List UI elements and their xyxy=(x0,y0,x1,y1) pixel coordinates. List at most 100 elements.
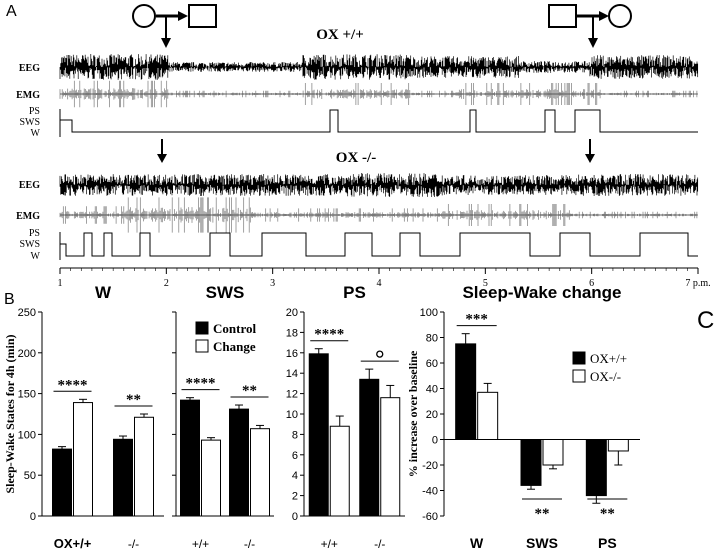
y-tick-label: 100 xyxy=(18,429,36,441)
significance-mark: ** xyxy=(242,383,257,399)
category-label: -/- xyxy=(374,537,385,551)
hypnogram-ko xyxy=(60,232,698,257)
eeg-trace-ko xyxy=(59,173,699,197)
sws-label-bottom: SWS xyxy=(19,239,40,250)
chart-title: Sleep-Wake change xyxy=(462,283,621,302)
panel-letter-b: B xyxy=(4,291,15,308)
bar-Change xyxy=(134,416,154,517)
time-tick-label: 2 xyxy=(164,278,169,289)
emg-label-top: EMG xyxy=(16,90,40,101)
y-tick-label: 200 xyxy=(18,348,36,360)
y-tick-label: 50 xyxy=(24,470,36,482)
y-axis-label: % increase over baseline xyxy=(406,350,420,477)
time-tick-label: 5 xyxy=(483,278,488,289)
eeg-label-bottom: EEG xyxy=(19,180,40,191)
bar-Control xyxy=(229,408,249,517)
bar-Control xyxy=(52,448,72,517)
bar-Control xyxy=(180,399,200,517)
y-tick-label: 12 xyxy=(286,389,298,401)
significance-mark: **** xyxy=(314,327,344,343)
bar-chart-1: SWS +/+ **** -/- ** Control Change xyxy=(172,283,274,551)
y-tick-label: 10 xyxy=(286,409,298,421)
eeg-label-top: EEG xyxy=(19,63,40,74)
y-tick-label: 2 xyxy=(292,491,298,503)
y-tick-label: 20 xyxy=(426,409,438,421)
category-label: PS xyxy=(598,535,617,551)
time-tick-label: 3 xyxy=(270,278,275,289)
category-label: +/+ xyxy=(321,537,338,551)
y-tick-label: -60 xyxy=(422,511,438,523)
bar-OX-/- xyxy=(542,439,564,466)
category-label: W xyxy=(470,535,484,551)
legend-label: OX-/- xyxy=(590,369,621,384)
emg-label-bottom: EMG xyxy=(16,211,40,222)
time-tick-label: 6 xyxy=(589,278,594,289)
hypnogram-wt xyxy=(60,109,698,133)
category-label: OX+/+ xyxy=(54,536,92,551)
y-tick-label: 14 xyxy=(286,368,298,380)
legend-label: OX+/+ xyxy=(590,351,627,366)
change-to-control-icon xyxy=(548,4,632,48)
y-axis-label: Sleep-Wake States for 4h (min) xyxy=(3,334,17,493)
ps-label-top: PS xyxy=(29,106,40,117)
significance-mark: ** xyxy=(600,506,615,522)
y-tick-label: 40 xyxy=(426,384,438,396)
significance-mark: ** xyxy=(126,392,141,408)
arrow-2pm xyxy=(157,139,167,163)
y-tick-label: 0 xyxy=(432,435,438,447)
w-label-bottom: W xyxy=(31,251,41,262)
bar-Change xyxy=(380,397,401,517)
time-tick-label: 4 xyxy=(377,278,382,289)
legend-swatch xyxy=(572,369,586,383)
category-label: +/+ xyxy=(192,537,209,551)
category-label: -/- xyxy=(128,537,139,551)
traces-layer xyxy=(59,54,699,260)
ox-wt-title: OX +/+ xyxy=(316,27,364,43)
time-tick-label: 7 p.m. xyxy=(685,278,710,289)
bar-OX-/- xyxy=(477,391,499,441)
significance-mark: ** xyxy=(535,506,550,522)
legend-label: Control xyxy=(213,321,256,336)
panel-letter-c: C xyxy=(697,307,714,334)
legend-swatch xyxy=(195,321,209,335)
w-label-top: W xyxy=(31,128,41,139)
chart-title: PS xyxy=(343,283,366,302)
chart-title: W xyxy=(95,283,112,302)
bar-Change xyxy=(201,439,221,517)
ps-label-bottom: PS xyxy=(29,228,40,239)
significance-mark xyxy=(376,350,384,358)
category-label: SWS xyxy=(526,535,558,551)
y-tick-label: 250 xyxy=(18,307,36,319)
bar-Control xyxy=(359,378,380,517)
significance-mark: *** xyxy=(465,312,488,328)
y-tick-label: -40 xyxy=(422,486,438,498)
y-tick-label: -20 xyxy=(422,460,438,472)
bar-OX+/+ xyxy=(520,439,542,486)
y-tick-label: 6 xyxy=(292,450,298,462)
time-axis-ticks: 1 2 3 4 5 6 7 p.m. xyxy=(58,268,711,289)
y-tick-label: 8 xyxy=(292,429,298,441)
y-tick-label: 20 xyxy=(286,307,298,319)
significance-mark: **** xyxy=(58,377,88,393)
bar-Change xyxy=(250,428,270,517)
sws-label-top: SWS xyxy=(19,117,40,128)
y-tick-label: 4 xyxy=(292,470,298,482)
bar-chart-0: 0 50 100 150 200 250 W Sleep-Wake States for 4h… xyxy=(3,283,164,551)
bar-OX+/+ xyxy=(585,439,607,497)
category-label: -/- xyxy=(244,537,255,551)
y-tick-label: 18 xyxy=(286,327,298,339)
ox-ko-title: OX -/- xyxy=(336,150,376,166)
panel-letter-a: A xyxy=(6,3,17,20)
bar-Change xyxy=(73,402,93,517)
eeg-trace-wt xyxy=(59,54,699,80)
legend-label: Change xyxy=(213,339,256,354)
legend-swatch xyxy=(572,351,586,365)
bar-chart-2: 0 2 4 6 8 10 12 14 16 18 20 PS +/+ **** -/- xyxy=(286,283,405,551)
y-tick-label: 150 xyxy=(18,389,36,401)
y-tick-label: 0 xyxy=(30,511,36,523)
y-tick-label: 60 xyxy=(426,358,438,370)
bar-OX-/- xyxy=(607,439,629,452)
